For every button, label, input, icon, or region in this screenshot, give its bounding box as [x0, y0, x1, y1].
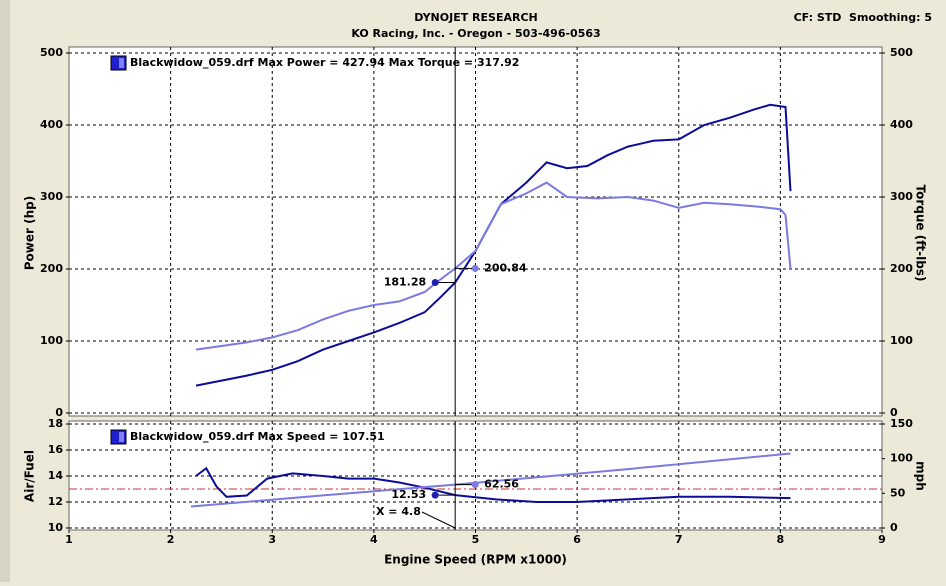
annotation-label: 62.56 — [484, 478, 519, 491]
header-subtitle: KO Racing, Inc. - Oregon - 503-496-0563 — [351, 27, 600, 40]
annotation-dot — [471, 264, 479, 272]
legend-icon-inner — [119, 432, 124, 442]
x-tick-label: 1 — [65, 533, 73, 546]
annotation-dot — [431, 491, 439, 499]
x-tick-label: 2 — [167, 533, 175, 546]
annotation-dot — [471, 481, 479, 489]
legend-icon-inner — [119, 58, 124, 68]
y-tick-label: 500 — [40, 46, 63, 59]
y2-tick-label: 300 — [890, 190, 913, 203]
y2-tick-label: 200 — [890, 262, 913, 275]
cursor-label: X = 4.8 — [376, 505, 421, 518]
legend-text: Blackwidow_059.drf Max Speed = 107.51 — [130, 430, 385, 443]
series-line — [195, 103, 792, 387]
y-tick-label: 400 — [40, 118, 63, 131]
y2-axis-label: Torque (ft-lbs) — [914, 185, 928, 282]
y2-tick-label: 50 — [890, 486, 906, 499]
y2-tick-label: 100 — [890, 334, 913, 347]
series-line — [195, 181, 792, 351]
y2-tick-label: 500 — [890, 46, 913, 59]
y-tick-label: 14 — [48, 469, 64, 482]
y-tick-label: 300 — [40, 190, 63, 203]
x-tick-label: 4 — [370, 533, 378, 546]
y2-tick-label: 0 — [890, 406, 898, 419]
y2-tick-label: 0 — [890, 521, 898, 534]
side-bar — [0, 0, 10, 582]
x-tick-label: 7 — [675, 533, 683, 546]
annotation-dot — [431, 278, 439, 286]
x-tick-label: 9 — [878, 533, 886, 546]
y-tick-label: 100 — [40, 334, 63, 347]
series-line — [195, 466, 791, 503]
y-tick-label: 0 — [55, 406, 63, 419]
annotation-label: 12.53 — [391, 488, 426, 501]
y2-tick-label: 100 — [890, 452, 913, 465]
header-title: DYNOJET RESEARCH — [414, 11, 537, 24]
legend-text: Blackwidow_059.drf Max Power = 427.94 Ma… — [130, 56, 519, 69]
x-tick-label: 6 — [573, 533, 581, 546]
cursor-leader — [421, 511, 456, 529]
x-tick-label: 5 — [472, 533, 480, 546]
y2-axis-label: mph — [914, 461, 928, 491]
y-tick-label: 16 — [48, 443, 64, 456]
header-settings: CF: STD Smoothing: 5 — [794, 11, 932, 24]
y-axis-label: Power (hp) — [23, 196, 37, 270]
annotation-label: 200.84 — [484, 261, 527, 274]
y-tick-label: 200 — [40, 262, 63, 275]
x-axis-label: Engine Speed (RPM x1000) — [384, 553, 567, 567]
y2-tick-label: 400 — [890, 118, 913, 131]
y-tick-label: 10 — [48, 521, 64, 534]
y-tick-label: 18 — [48, 417, 63, 430]
annotation-label: 181.28 — [384, 275, 426, 288]
y-tick-label: 12 — [48, 495, 63, 508]
y2-tick-label: 150 — [890, 417, 913, 430]
y-axis-label: Air/Fuel — [23, 450, 37, 502]
x-tick-label: 3 — [268, 533, 276, 546]
x-tick-label: 8 — [777, 533, 785, 546]
